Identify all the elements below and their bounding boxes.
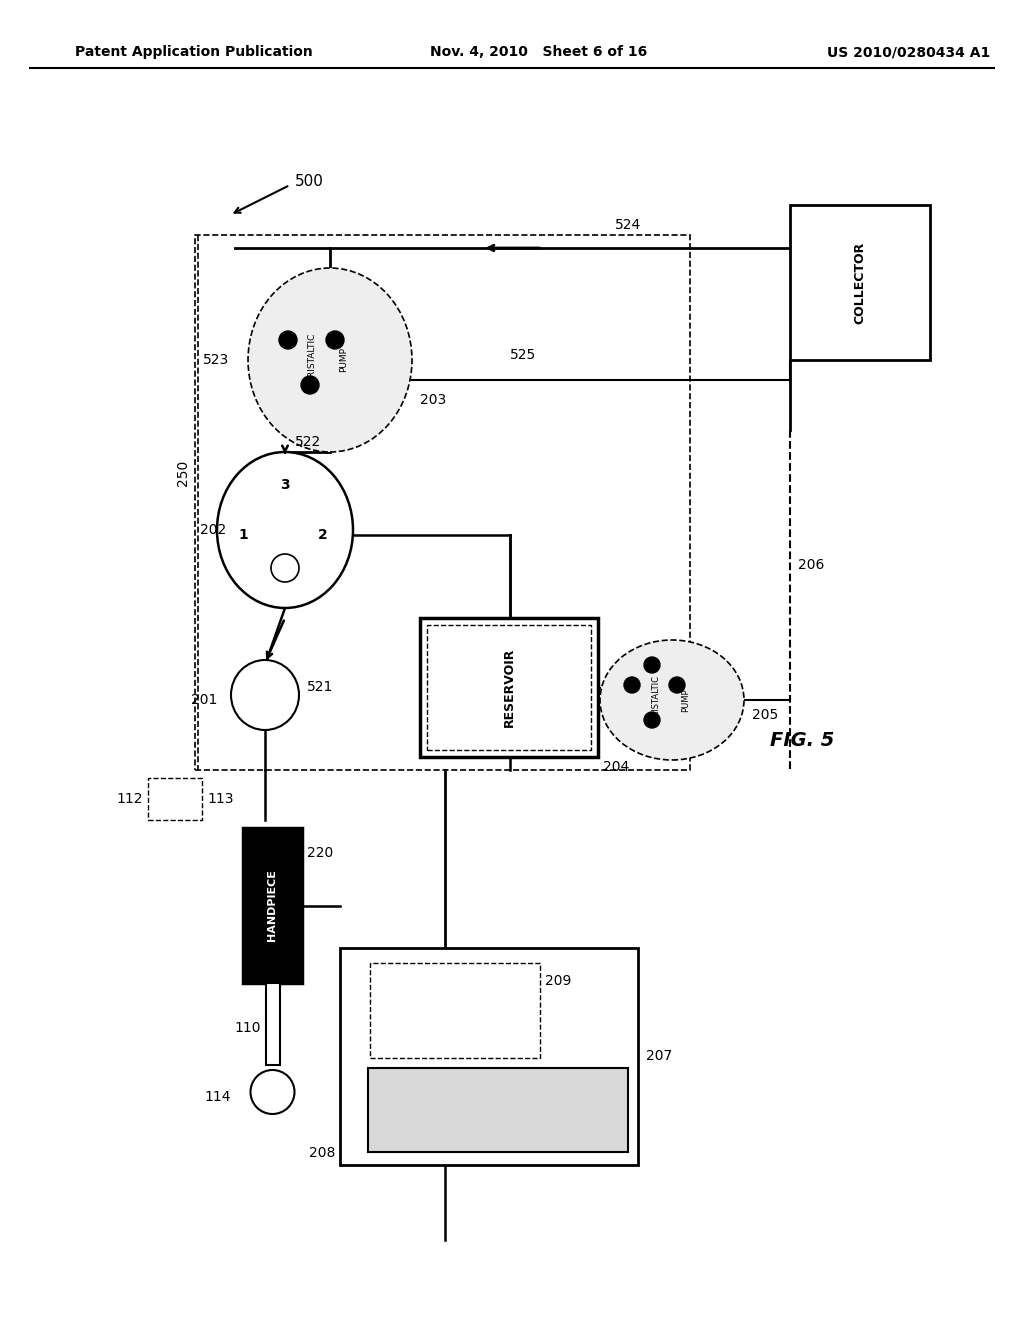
Bar [427,624,591,750]
Ellipse shape [600,640,744,760]
Text: COLLECTOR: COLLECTOR [853,242,866,323]
Circle shape [326,331,344,348]
Circle shape [669,677,685,693]
Text: 2: 2 [318,528,328,543]
Bar [243,828,302,983]
Text: 220: 220 [307,846,333,861]
Text: 209: 209 [545,974,571,987]
Text: 206: 206 [798,558,824,572]
Bar [148,777,202,820]
Ellipse shape [248,268,412,451]
Text: 207: 207 [646,1049,672,1064]
Text: 203: 203 [420,393,446,407]
Text: 205: 205 [752,708,778,722]
Text: 112: 112 [117,792,143,807]
Circle shape [644,711,660,729]
Text: 521: 521 [307,680,334,694]
Circle shape [279,331,297,348]
Text: HANDPIECE: HANDPIECE [267,870,278,941]
Text: US 2010/0280434 A1: US 2010/0280434 A1 [826,45,990,59]
Bar [265,983,280,1065]
Text: 114: 114 [204,1090,230,1104]
Circle shape [624,677,640,693]
Text: PUMP: PUMP [682,688,690,711]
Text: 524: 524 [615,218,641,232]
Text: 0: 0 [281,561,289,574]
Text: PUMP: PUMP [340,347,348,372]
Text: PERISTALTIC: PERISTALTIC [651,675,660,726]
Text: PERISTALTIC: PERISTALTIC [307,333,316,387]
Text: 202: 202 [200,523,226,537]
Bar [790,205,930,360]
Circle shape [301,376,319,393]
Bar [420,618,598,756]
Bar [195,235,690,770]
Text: 3: 3 [281,478,290,492]
Text: 208: 208 [308,1146,335,1160]
Text: 523: 523 [203,352,229,367]
Circle shape [271,554,299,582]
Text: 110: 110 [234,1020,260,1035]
Text: 525: 525 [510,348,537,362]
Text: 204: 204 [603,760,630,774]
Circle shape [644,657,660,673]
Text: 113: 113 [207,792,233,807]
Text: 522: 522 [295,436,322,449]
Text: 500: 500 [295,174,324,190]
Bar [370,964,540,1059]
Text: FIG. 5: FIG. 5 [770,730,835,750]
Bar [368,1068,628,1152]
Circle shape [251,1071,295,1114]
Ellipse shape [217,451,353,609]
Text: 201: 201 [190,693,217,708]
Bar [340,948,638,1166]
Ellipse shape [231,660,299,730]
Text: Patent Application Publication: Patent Application Publication [75,45,312,59]
Text: Nov. 4, 2010   Sheet 6 of 16: Nov. 4, 2010 Sheet 6 of 16 [430,45,647,59]
Text: RESERVOIR: RESERVOIR [503,648,515,727]
Text: 250: 250 [176,459,190,486]
Text: 1: 1 [239,528,248,543]
